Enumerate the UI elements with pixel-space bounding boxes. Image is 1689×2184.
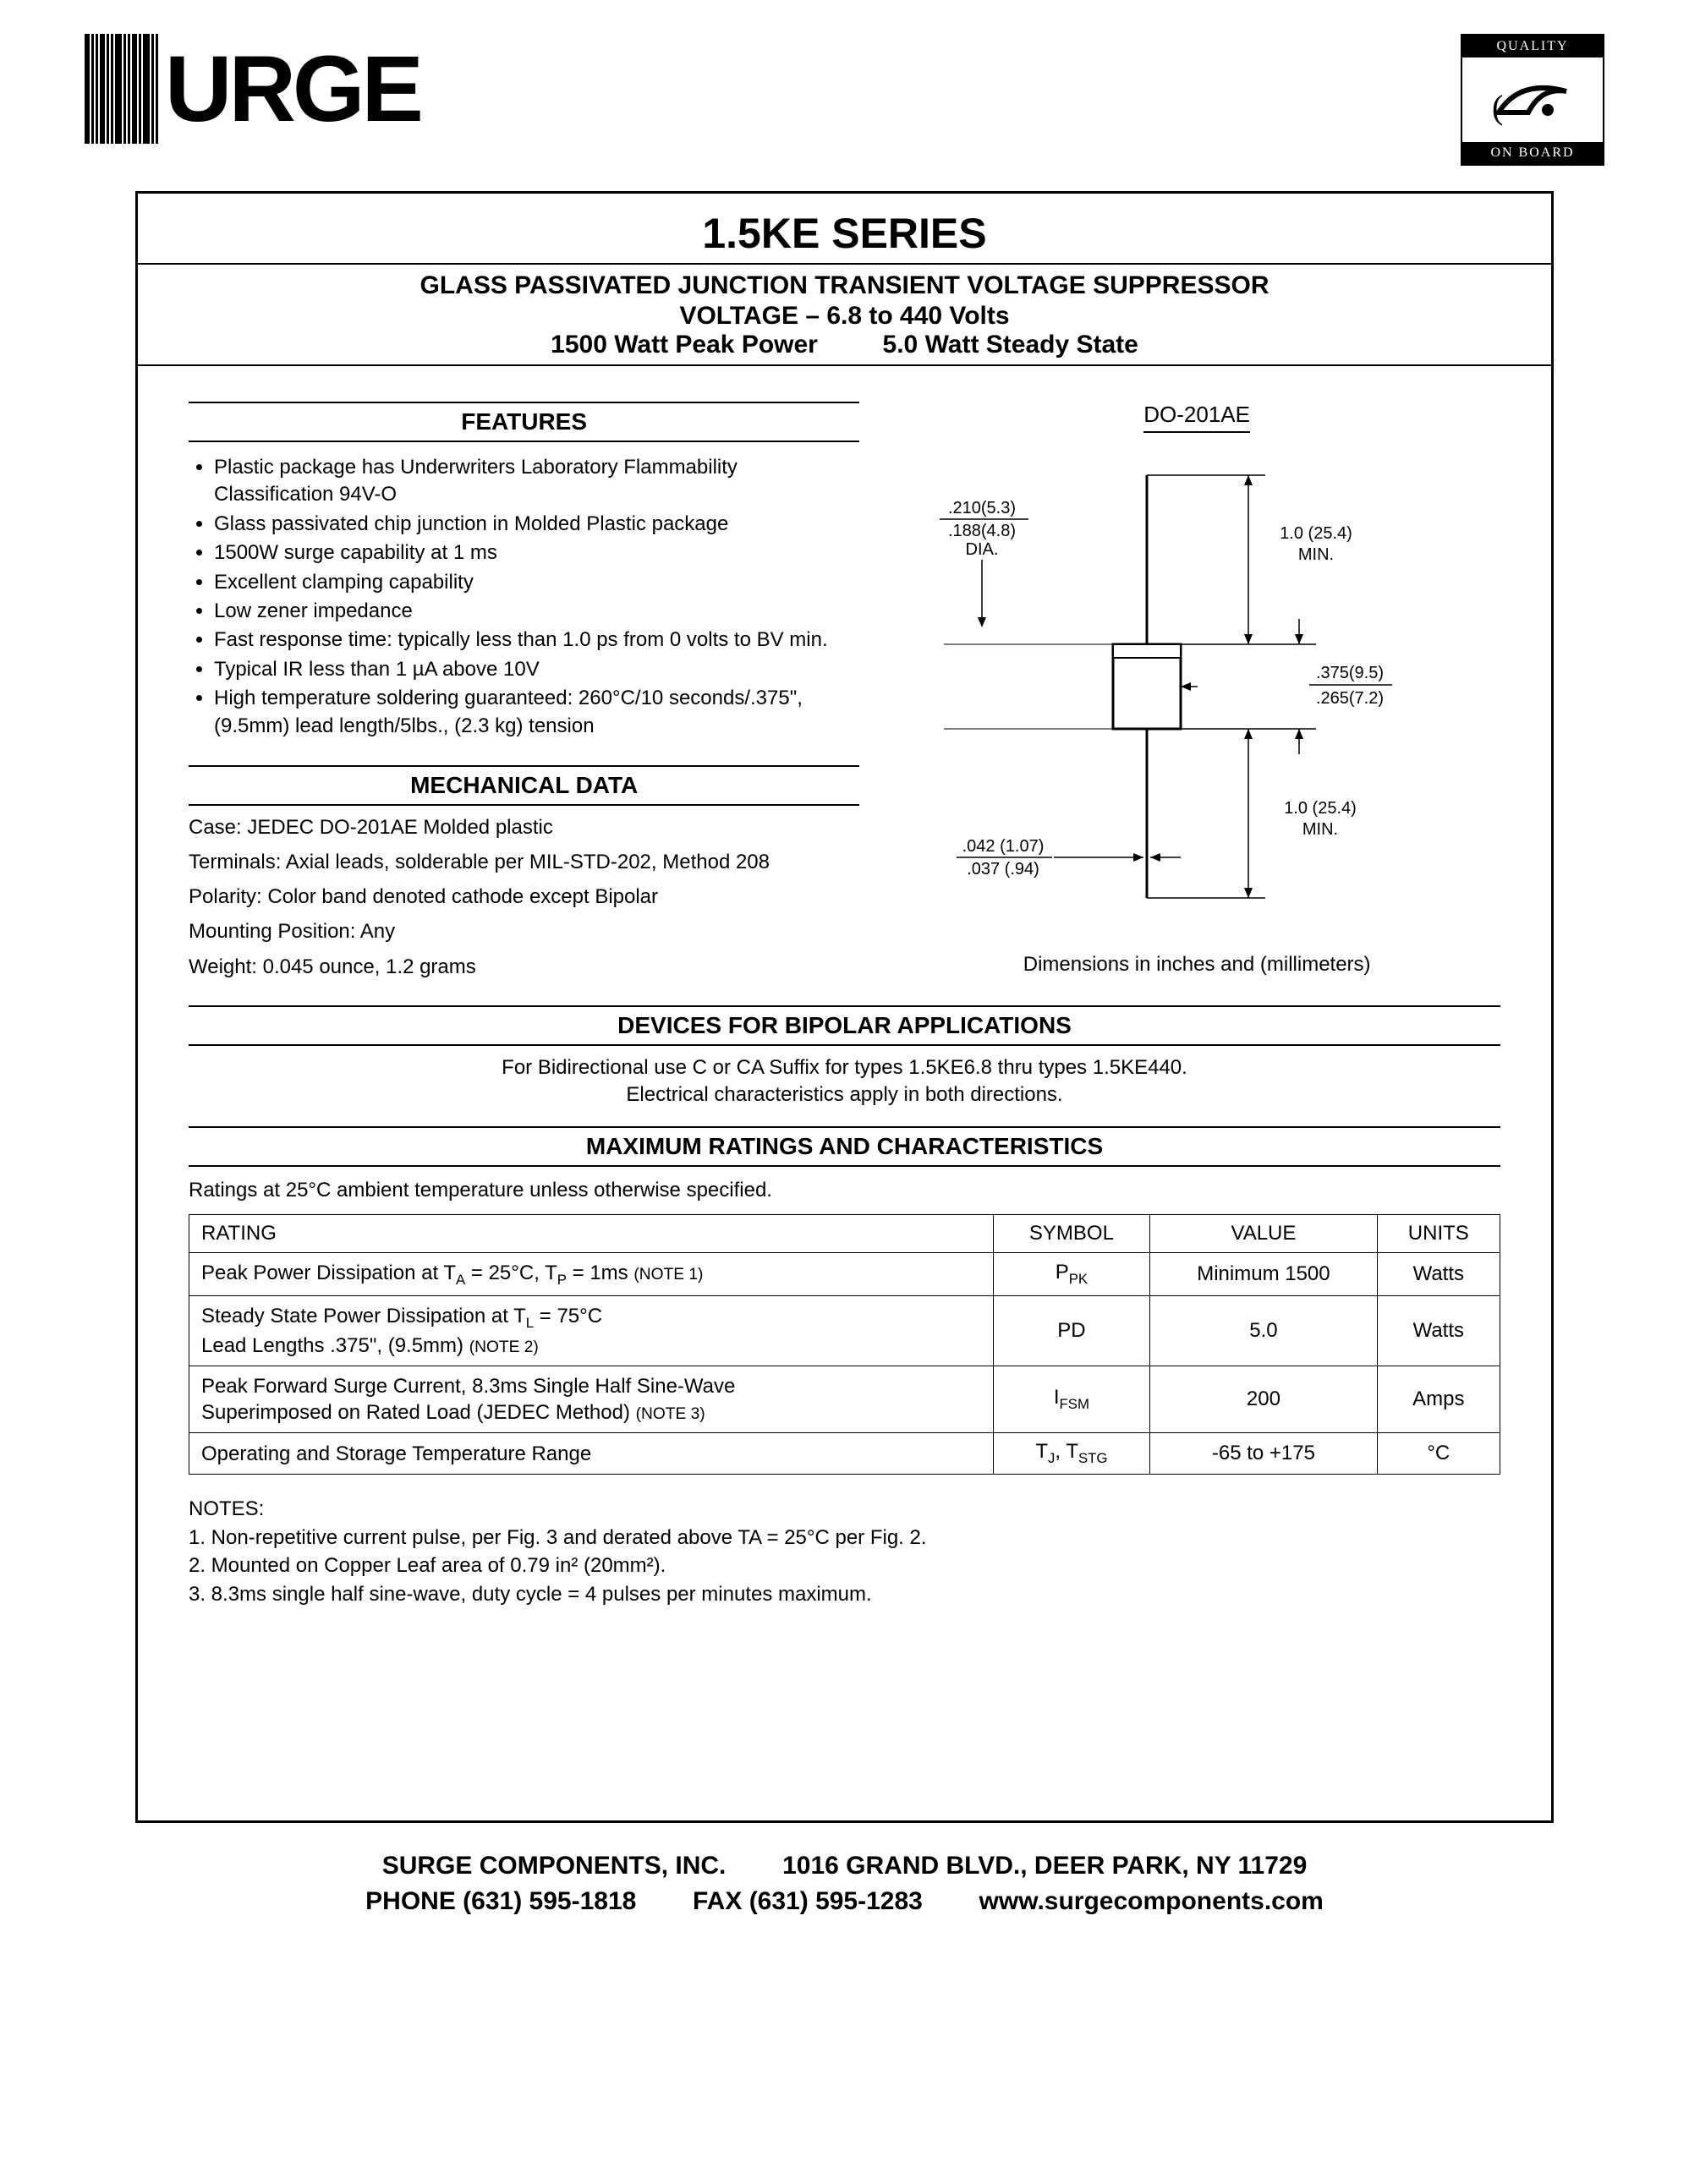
note-item: 3. 8.3ms single half sine-wave, duty cyc… (189, 1580, 1500, 1609)
dim-body-dia-max: .210(5.3) (948, 499, 1016, 517)
mechanical-heading: MECHANICAL DATA (189, 765, 859, 806)
col-rating: RATING (189, 1214, 994, 1252)
badge-bottom-text: ON BOARD (1462, 142, 1603, 164)
dim-lead-bot-lbl: MIN. (1302, 820, 1338, 839)
cell-rating: Steady State Power Dissipation at TL = 7… (189, 1296, 994, 1366)
quality-badge: QUALITY ( ON BOARD (1461, 34, 1604, 166)
cell-value: -65 to +175 (1150, 1433, 1377, 1475)
barcode-icon (85, 34, 158, 144)
ratings-heading: MAXIMUM RATINGS AND CHARACTERISTICS (189, 1126, 1500, 1167)
bipolar-note: For Bidirectional use C or CA Suffix for… (189, 1054, 1500, 1109)
dim-lead-dia-min: .037 (.94) (967, 860, 1039, 879)
features-list: Plastic package has Underwriters Laborat… (189, 454, 859, 740)
table-row: Steady State Power Dissipation at TL = 7… (189, 1296, 1500, 1366)
package-label: DO-201AE (1143, 402, 1250, 433)
bipolar-line1: For Bidirectional use C or CA Suffix for… (502, 1056, 1187, 1079)
ratings-table: RATING SYMBOL VALUE UNITS Peak Power Dis… (189, 1214, 1500, 1475)
subtitle-line3b: 5.0 Watt Steady State (883, 331, 1138, 359)
cell-symbol: TJ, TSTG (993, 1433, 1150, 1475)
body-columns: FEATURES Plastic package has Underwriter… (138, 376, 1551, 997)
dim-lead-dia-max: .042 (1.07) (962, 837, 1045, 856)
mech-case: Case: JEDEC DO-201AE Molded plastic (189, 814, 859, 840)
divider (138, 364, 1551, 366)
mech-weight: Weight: 0.045 ounce, 1.2 grams (189, 954, 859, 980)
cell-units: °C (1377, 1433, 1500, 1475)
dim-body-len-max: .375(9.5) (1316, 664, 1384, 682)
cell-symbol: PPK (993, 1252, 1150, 1296)
notes-heading: NOTES: (189, 1495, 1500, 1524)
note-item: 1. Non-repetitive current pulse, per Fig… (189, 1524, 1500, 1552)
footer-url: www.surgecomponents.com (979, 1887, 1324, 1915)
page-footer: SURGE COMPONENTS, INC. 1016 GRAND BLVD.,… (34, 1848, 1655, 1919)
svg-text:(: ( (1492, 88, 1503, 126)
ratings-condition: Ratings at 25°C ambient temperature unle… (189, 1179, 1500, 1202)
notes-block: NOTES: 1. Non-repetitive current pulse, … (189, 1495, 1500, 1608)
footer-phone: PHONE (631) 595-1818 (365, 1887, 636, 1915)
note-item: 2. Mounted on Copper Leaf area of 0.79 i… (189, 1552, 1500, 1580)
mechanical-data: Case: JEDEC DO-201AE Molded plastic Term… (189, 814, 859, 980)
cell-symbol: IFSM (993, 1366, 1150, 1433)
series-title: 1.5KE SERIES (138, 209, 1551, 258)
badge-swoosh-icon: ( (1462, 57, 1603, 142)
cell-rating: Operating and Storage Temperature Range (189, 1433, 994, 1475)
full-width-sections: DEVICES FOR BIPOLAR APPLICATIONS For Bid… (138, 997, 1551, 1820)
feature-item: Plastic package has Underwriters Laborat… (214, 454, 859, 509)
right-column: DO-201AE .210(5.3) .188(4.8) DIA. (893, 402, 1500, 988)
cell-units: Watts (1377, 1296, 1500, 1366)
subtitle-line3: 1500 Watt Peak Power 5.0 Watt Steady Sta… (138, 331, 1551, 359)
mech-terminals: Terminals: Axial leads, solderable per M… (189, 849, 859, 875)
features-heading: FEATURES (189, 402, 859, 442)
mech-mounting: Mounting Position: Any (189, 918, 859, 944)
mech-polarity: Polarity: Color band denoted cathode exc… (189, 884, 859, 910)
footer-fax: FAX (631) 595-1283 (693, 1887, 923, 1915)
feature-item: Fast response time: typically less than … (214, 627, 859, 654)
cell-value: 200 (1150, 1366, 1377, 1433)
badge-top-text: QUALITY (1462, 36, 1603, 57)
dim-lead-bot: 1.0 (25.4) (1284, 799, 1357, 818)
subtitle-line3a: 1500 Watt Peak Power (551, 331, 818, 359)
cell-units: Watts (1377, 1252, 1500, 1296)
col-value: VALUE (1150, 1214, 1377, 1252)
subtitle-line2: VOLTAGE – 6.8 to 440 Volts (138, 302, 1551, 331)
cell-units: Amps (1377, 1366, 1500, 1433)
title-block: 1.5KE SERIES GLASS PASSIVATED JUNCTION T… (138, 194, 1551, 376)
footer-address: 1016 GRAND BLVD., DEER PARK, NY 11729 (782, 1852, 1307, 1880)
dim-lead-top-lbl: MIN. (1298, 545, 1334, 564)
left-column: FEATURES Plastic package has Underwriter… (189, 402, 859, 988)
subtitle-line1: GLASS PASSIVATED JUNCTION TRANSIENT VOLT… (138, 271, 1551, 300)
logo-text: URGE (165, 36, 420, 143)
feature-item: 1500W surge capability at 1 ms (214, 539, 859, 567)
company-logo: URGE (85, 34, 420, 144)
datasheet-frame: 1.5KE SERIES GLASS PASSIVATED JUNCTION T… (135, 191, 1554, 1823)
bipolar-line2: Electrical characteristics apply in both… (626, 1083, 1062, 1106)
divider (138, 263, 1551, 265)
table-header-row: RATING SYMBOL VALUE UNITS (189, 1214, 1500, 1252)
footer-company: SURGE COMPONENTS, INC. (382, 1852, 727, 1880)
cell-symbol: PD (993, 1296, 1150, 1366)
dim-lead-top: 1.0 (25.4) (1280, 524, 1352, 543)
page-header: URGE QUALITY ( ON BOARD (34, 34, 1655, 166)
dim-body-len-min: .265(7.2) (1316, 689, 1384, 708)
feature-item: Glass passivated chip junction in Molded… (214, 511, 859, 538)
dim-body-dia-min: .188(4.8) (948, 522, 1016, 540)
dimensions-caption: Dimensions in inches and (millimeters) (893, 953, 1500, 977)
cell-rating: Peak Forward Surge Current, 8.3ms Single… (189, 1366, 994, 1433)
feature-item: Typical IR less than 1 µA above 10V (214, 656, 859, 683)
feature-item: Low zener impedance (214, 598, 859, 625)
bipolar-heading: DEVICES FOR BIPOLAR APPLICATIONS (189, 1005, 1500, 1046)
col-units: UNITS (1377, 1214, 1500, 1252)
feature-item: High temperature soldering guaranteed: 2… (214, 685, 859, 740)
table-row: Operating and Storage Temperature Range … (189, 1433, 1500, 1475)
cell-rating: Peak Power Dissipation at TA = 25°C, TP … (189, 1252, 994, 1296)
cell-value: 5.0 (1150, 1296, 1377, 1366)
footer-line2: PHONE (631) 595-1818 FAX (631) 595-1283 … (34, 1884, 1655, 1919)
package-outline-diagram: .210(5.3) .188(4.8) DIA. 1.0 (25.4) MIN. (893, 450, 1434, 923)
footer-line1: SURGE COMPONENTS, INC. 1016 GRAND BLVD.,… (34, 1848, 1655, 1884)
cell-value: Minimum 1500 (1150, 1252, 1377, 1296)
col-symbol: SYMBOL (993, 1214, 1150, 1252)
table-row: Peak Power Dissipation at TA = 25°C, TP … (189, 1252, 1500, 1296)
feature-item: Excellent clamping capability (214, 569, 859, 596)
table-row: Peak Forward Surge Current, 8.3ms Single… (189, 1366, 1500, 1433)
dim-body-dia-label: DIA. (966, 540, 999, 559)
